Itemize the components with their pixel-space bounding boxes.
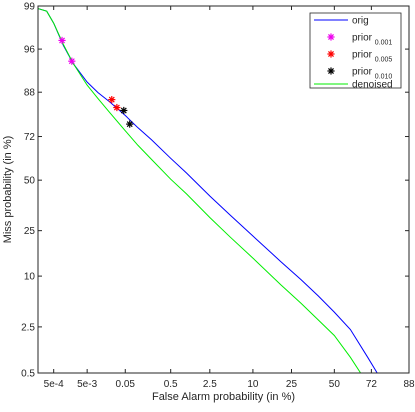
legend-swatch-marker [327,33,335,41]
legend-entry-sub: 0.010 [375,74,393,81]
x-tick-label: 10 [247,379,259,390]
x-tick-label: 72 [366,379,378,390]
markers-layer [58,36,134,128]
legend-entry-label: denoised [352,80,393,91]
legend-entry-sub: 0.001 [375,40,393,47]
legend-box [309,12,402,89]
legend-swatch-marker-stroke [328,34,334,40]
y-axis-label: Miss probability (in %) [2,136,14,244]
marker-point-stroke [126,121,133,128]
legend-entry-main: prior [352,50,375,61]
y-tick-label: 2.5 [21,322,35,333]
y-tick-label: 0.5 [21,369,35,380]
ticks-layer: 5e-4 5e-3 0.05 0.5 2.5 10 25 50 72 88 0.5 2.5 10 25 50… [21,2,415,391]
marker-point [58,36,66,45]
x-tick-label: 5e-4 [44,379,64,390]
x-tick-label: 2.5 [203,379,217,390]
legend-entry-label: prior 0.001 [352,33,392,47]
legend-swatch-marker [327,50,335,58]
legend-swatch-marker [327,67,335,75]
y-tick-label: 50 [24,176,36,187]
x-tick-label: 0.05 [116,379,136,390]
x-tick-label: 5e-3 [77,379,97,390]
marker-point-stroke [68,58,75,65]
marker-point [68,57,76,65]
legend-swatch-marker-stroke [328,51,334,57]
marker-point-stroke [113,104,120,111]
legend-swatch-marker-stroke [328,68,334,74]
y-tick-label: 88 [24,88,36,99]
x-tick-label: 50 [329,379,341,390]
marker-point-stroke [59,37,65,44]
x-axis-label: False Alarm probability (in %) [152,391,295,403]
marker-point [108,96,116,104]
series-line-denoised [38,8,362,373]
legend-entry-label: prior 0.005 [352,50,392,64]
marker-point [120,106,128,115]
legend-entry-label: orig [352,16,369,27]
marker-point-stroke [108,96,115,103]
legend-entry-main: prior [352,33,375,44]
legend-entry-main: prior [352,67,375,78]
marker-point [126,120,134,128]
curves-layer [38,8,378,373]
marker-point [113,103,121,112]
x-tick-label: 88 [403,379,415,390]
legend-entry-sub: 0.005 [375,57,393,64]
legend-entry-label: prior 0.010 [352,67,392,81]
plot-frame [37,5,410,374]
x-tick-label: 25 [286,379,298,390]
y-tick-label: 99 [24,2,36,13]
marker-point-stroke [120,107,127,114]
y-tick-label: 25 [24,226,36,237]
x-tick-label: 0.5 [164,379,178,390]
y-tick-label: 10 [24,272,36,283]
y-tick-label: 72 [24,132,36,143]
y-tick-label: 96 [24,45,36,56]
